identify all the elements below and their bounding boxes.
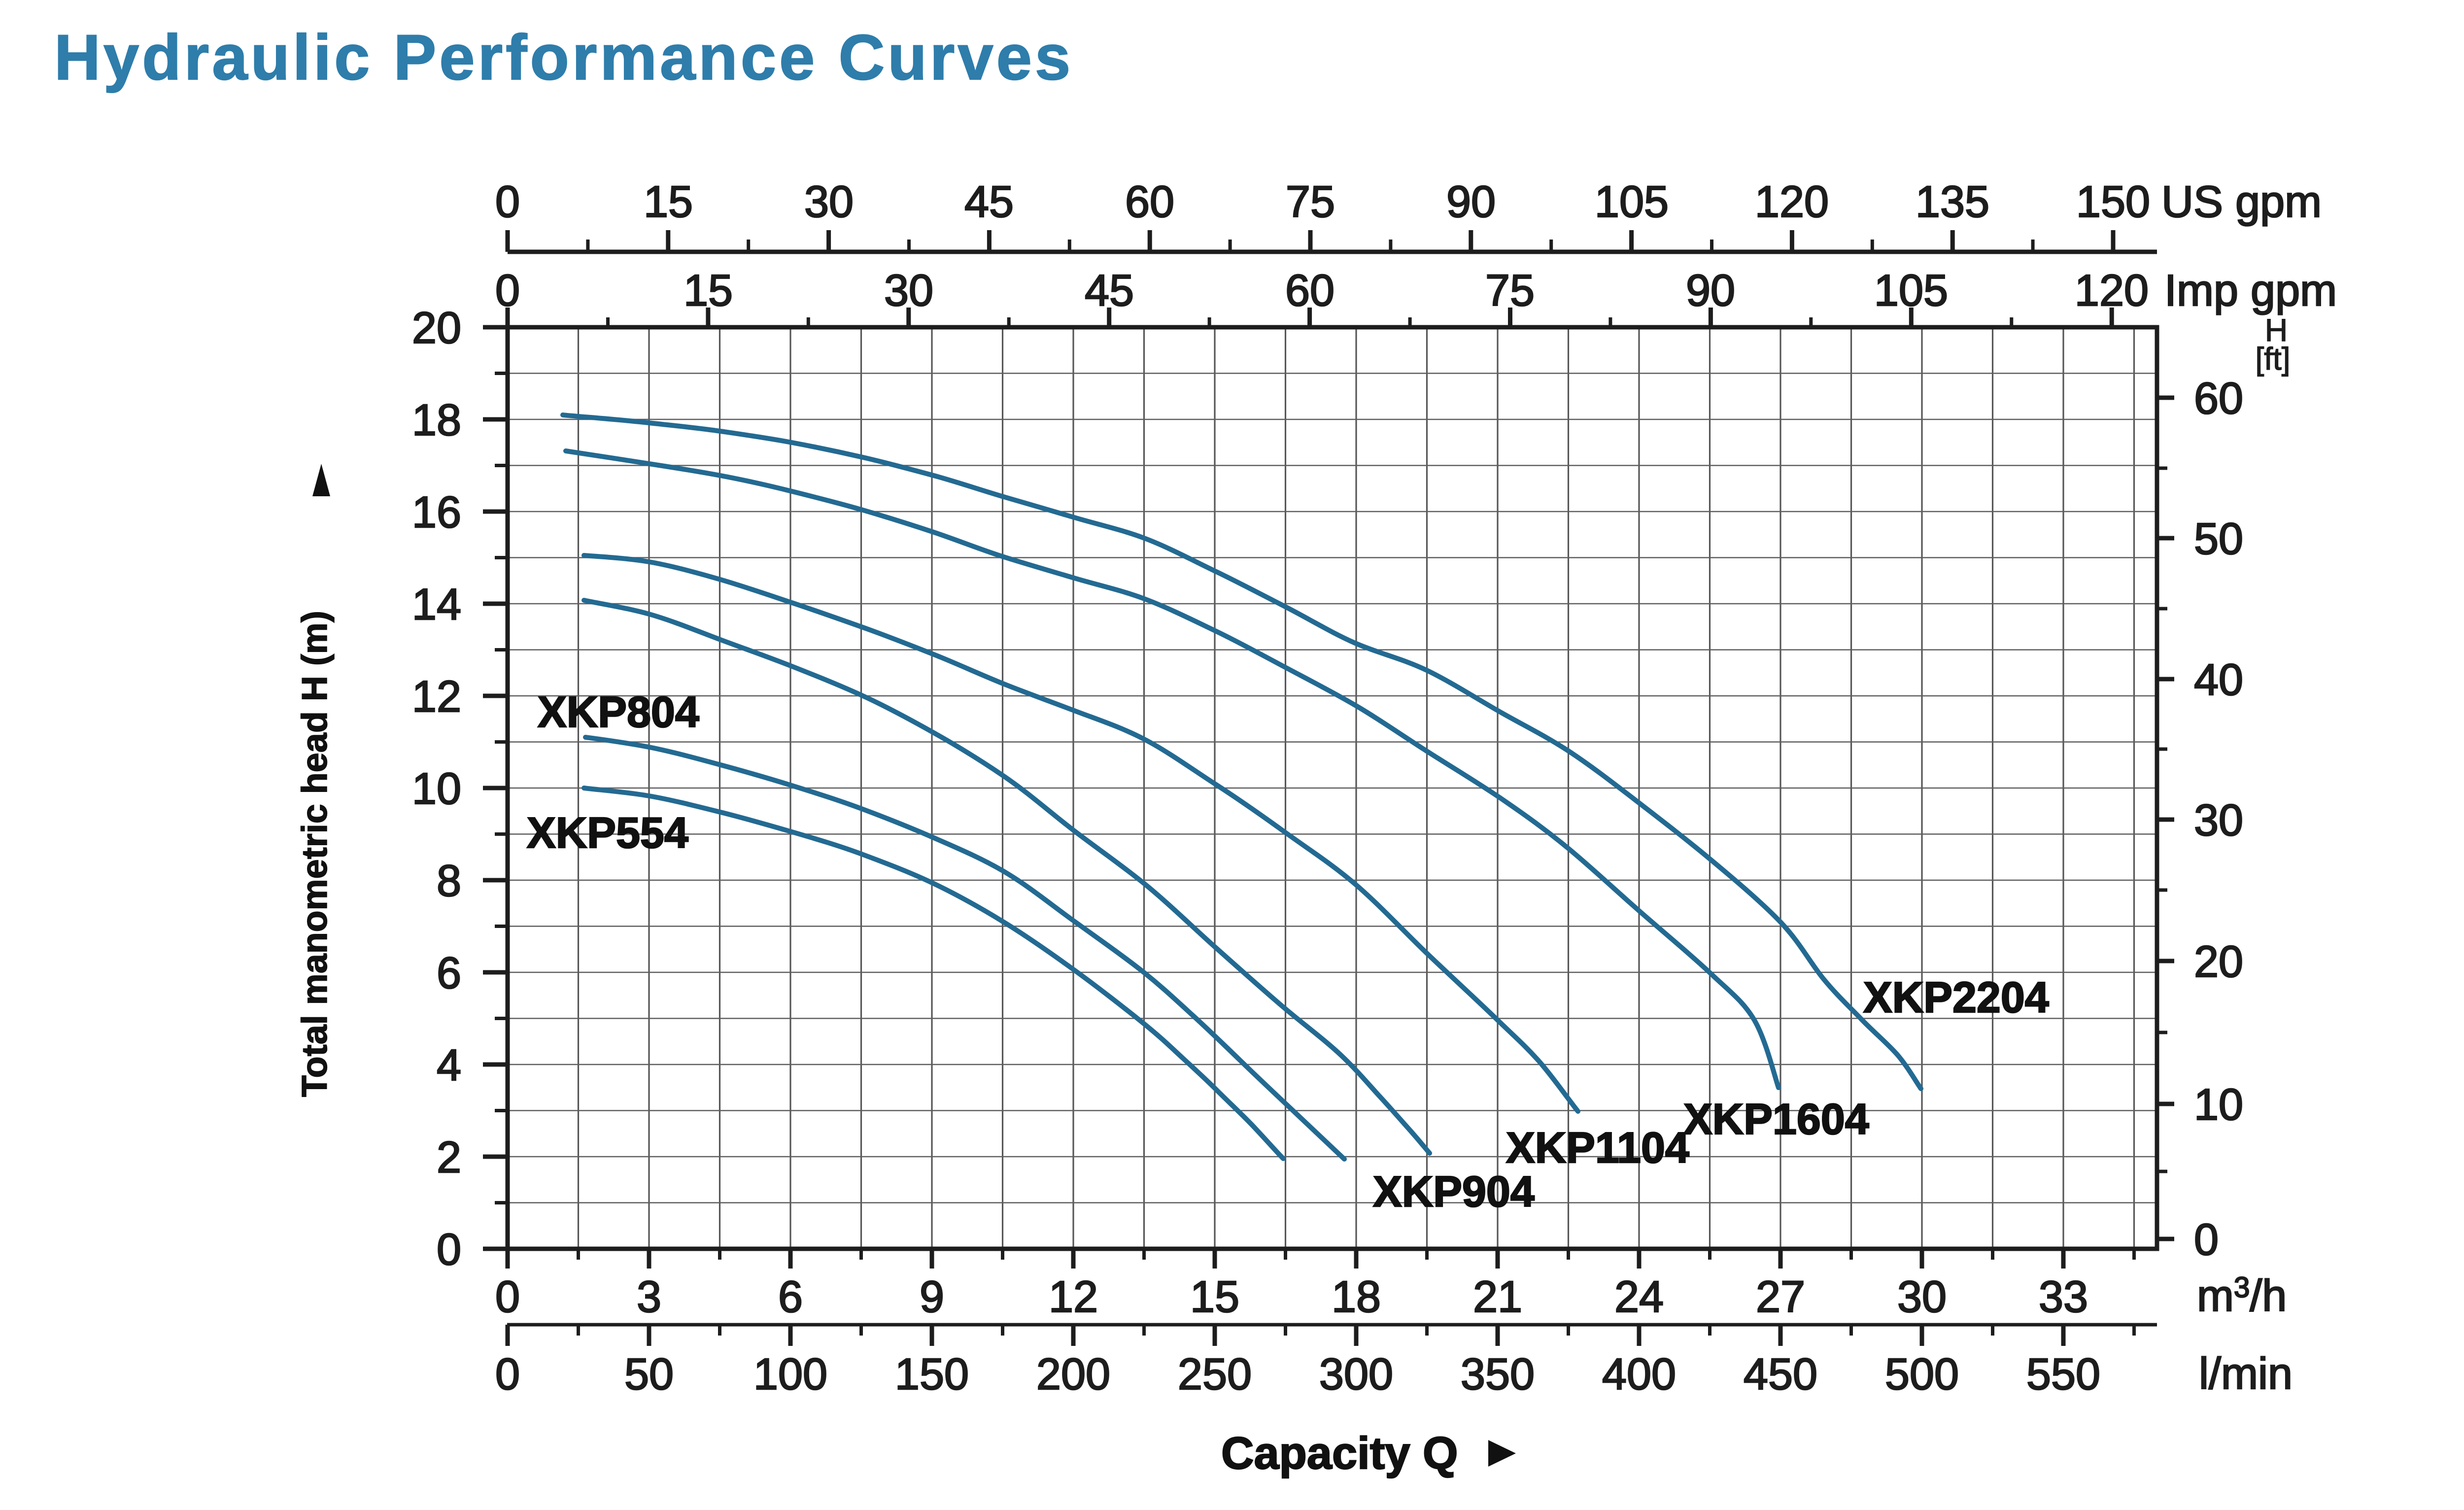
svg-text:27: 27 — [1756, 1272, 1805, 1322]
svg-text:m3/h: m3/h — [2197, 1271, 2287, 1321]
svg-text:US gpm: US gpm — [2161, 177, 2322, 227]
svg-text:30: 30 — [884, 266, 933, 315]
svg-text:30: 30 — [804, 177, 854, 227]
svg-text:0: 0 — [495, 1350, 520, 1399]
svg-text:Hydraulic Performance Curves: Hydraulic Performance Curves — [54, 21, 1073, 93]
svg-text:2: 2 — [437, 1133, 461, 1182]
svg-text:4: 4 — [437, 1041, 461, 1090]
svg-text:400: 400 — [1602, 1350, 1676, 1399]
svg-text:XKP1604: XKP1604 — [1683, 1095, 1869, 1143]
svg-text:9: 9 — [920, 1272, 944, 1322]
svg-text:20: 20 — [412, 304, 461, 353]
svg-text:60: 60 — [2194, 374, 2243, 423]
svg-text:12: 12 — [1049, 1272, 1098, 1322]
svg-text:6: 6 — [437, 949, 461, 998]
svg-text:8: 8 — [437, 857, 461, 906]
svg-text:20: 20 — [2194, 937, 2243, 987]
svg-text:Imp gpm: Imp gpm — [2164, 266, 2337, 315]
svg-text:XKP904: XKP904 — [1373, 1167, 1535, 1216]
svg-text:120: 120 — [1755, 177, 1829, 227]
svg-text:18: 18 — [1332, 1272, 1381, 1322]
svg-text:550: 550 — [2026, 1350, 2100, 1399]
svg-text:90: 90 — [1686, 266, 1735, 315]
svg-text:18: 18 — [412, 396, 461, 445]
svg-text:Capacity Q: Capacity Q — [1221, 1428, 1458, 1478]
svg-text:75: 75 — [1286, 177, 1335, 227]
svg-text:XKP1104: XKP1104 — [1506, 1123, 1689, 1172]
svg-text:0: 0 — [495, 266, 520, 315]
svg-text:105: 105 — [1874, 266, 1948, 315]
svg-text:60: 60 — [1125, 177, 1174, 227]
svg-text:200: 200 — [1036, 1350, 1110, 1399]
svg-text:6: 6 — [778, 1272, 803, 1322]
svg-text:XKP554: XKP554 — [527, 808, 688, 857]
svg-text:[ft]: [ft] — [2255, 341, 2290, 377]
svg-text:40: 40 — [2194, 655, 2243, 705]
svg-text:50: 50 — [624, 1350, 674, 1399]
svg-text:500: 500 — [1885, 1350, 1959, 1399]
svg-text:l/min: l/min — [2199, 1349, 2293, 1399]
svg-text:10: 10 — [412, 764, 461, 814]
svg-text:12: 12 — [412, 672, 461, 721]
svg-text:H: H — [2265, 312, 2288, 348]
svg-text:14: 14 — [412, 580, 461, 629]
svg-text:16: 16 — [412, 488, 461, 537]
svg-text:300: 300 — [1319, 1350, 1393, 1399]
svg-text:120: 120 — [2075, 266, 2149, 315]
svg-text:45: 45 — [964, 177, 1014, 227]
svg-text:33: 33 — [2039, 1272, 2088, 1322]
svg-text:30: 30 — [2194, 796, 2243, 845]
svg-text:90: 90 — [1446, 177, 1496, 227]
svg-text:350: 350 — [1461, 1350, 1535, 1399]
svg-text:0: 0 — [495, 1272, 520, 1322]
svg-text:0: 0 — [437, 1225, 461, 1274]
svg-text:Total manometric head H (m): Total manometric head H (m) — [295, 611, 335, 1097]
svg-text:50: 50 — [2194, 515, 2243, 564]
svg-text:150: 150 — [2076, 177, 2150, 227]
svg-text:0: 0 — [495, 177, 520, 227]
svg-text:60: 60 — [1285, 266, 1335, 315]
svg-text:XKP804: XKP804 — [538, 687, 699, 736]
svg-text:450: 450 — [1744, 1350, 1817, 1399]
svg-text:150: 150 — [895, 1350, 969, 1399]
svg-text:30: 30 — [1897, 1272, 1947, 1322]
svg-text:XKP2204: XKP2204 — [1863, 973, 2049, 1022]
svg-text:45: 45 — [1085, 266, 1134, 315]
svg-text:21: 21 — [1473, 1272, 1522, 1322]
svg-text:250: 250 — [1178, 1350, 1252, 1399]
svg-text:135: 135 — [1916, 177, 1989, 227]
svg-text:75: 75 — [1485, 266, 1535, 315]
svg-text:15: 15 — [1190, 1272, 1239, 1322]
svg-text:15: 15 — [684, 266, 733, 315]
svg-text:105: 105 — [1595, 177, 1669, 227]
svg-text:3: 3 — [637, 1272, 661, 1322]
svg-text:0: 0 — [2194, 1215, 2219, 1265]
svg-text:24: 24 — [1614, 1272, 1664, 1322]
svg-text:100: 100 — [753, 1350, 827, 1399]
svg-text:10: 10 — [2194, 1080, 2243, 1130]
svg-text:15: 15 — [644, 177, 693, 227]
